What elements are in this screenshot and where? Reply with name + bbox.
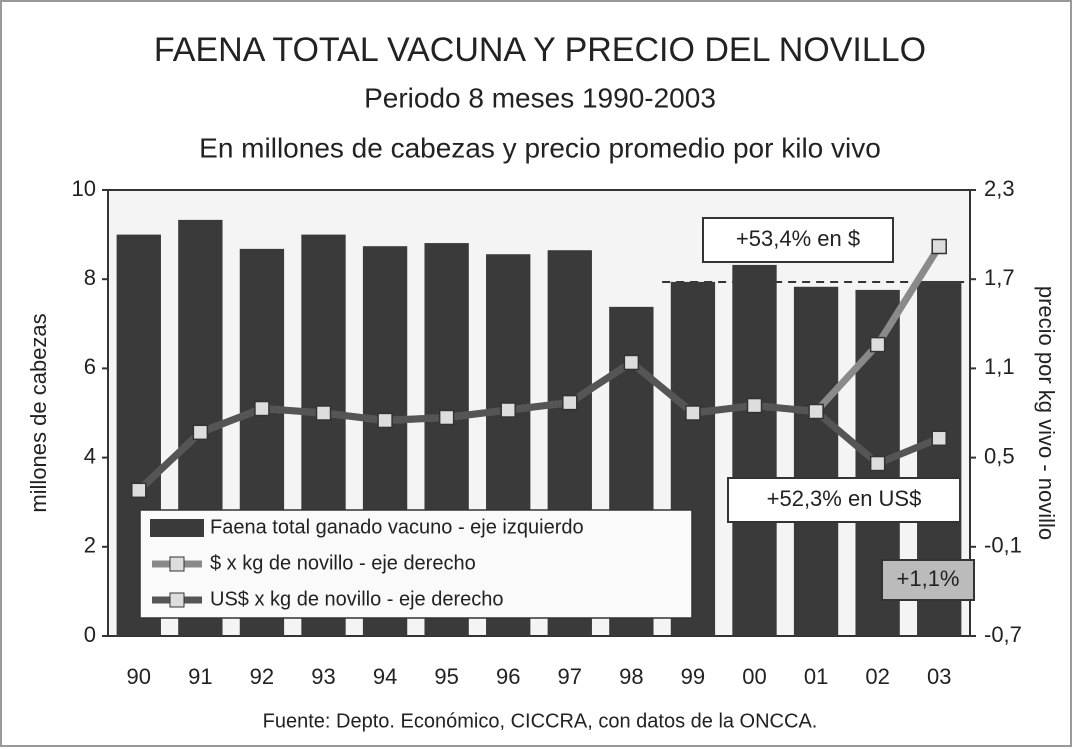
y-tick-label: 8 bbox=[84, 265, 96, 290]
x-tick-label: 95 bbox=[434, 664, 458, 689]
annotation-box bbox=[702, 217, 894, 263]
chart-title: FAENA TOTAL VACUNA Y PRECIO DEL NOVILLO bbox=[154, 31, 926, 69]
x-tick-label: 00 bbox=[742, 664, 766, 689]
x-tick-label: 91 bbox=[188, 664, 212, 689]
y-tick-label: 4 bbox=[84, 443, 96, 468]
x-tick-label: 93 bbox=[311, 664, 335, 689]
annotation: +52,3% en US$ bbox=[767, 486, 922, 511]
y-tick-label: 10 bbox=[72, 176, 96, 201]
y2-tick-label: 1,7 bbox=[984, 265, 1015, 290]
marker bbox=[254, 400, 270, 417]
marker bbox=[869, 336, 886, 353]
y2-tick-label: 0,5 bbox=[984, 443, 1015, 468]
y2-tick-label: -0,7 bbox=[984, 622, 1022, 647]
legend-label: US$ x kg de novillo - eje derecho bbox=[210, 588, 504, 610]
x-tick-label: 90 bbox=[127, 664, 151, 689]
y-axis-label: millones de cabezas bbox=[26, 313, 51, 512]
x-tick-label: 98 bbox=[619, 664, 643, 689]
marker bbox=[500, 402, 516, 418]
legend-label: $ x kg de novillo - eje derecho bbox=[210, 552, 476, 574]
legend-box bbox=[139, 509, 693, 619]
y2-axis-label: precio por kg vivo - novillo bbox=[1034, 286, 1059, 540]
x-tick-label: 01 bbox=[804, 664, 828, 689]
marker bbox=[931, 238, 947, 255]
line bbox=[136, 358, 941, 493]
legend-swatch bbox=[169, 592, 185, 608]
legend-label: Faena total ganado vacuno - eje izquierd… bbox=[210, 516, 584, 538]
marker bbox=[131, 482, 147, 499]
y2-tick-label: 1,1 bbox=[984, 354, 1015, 379]
annotation: +1,1% bbox=[897, 566, 960, 591]
bar bbox=[732, 264, 777, 636]
marker bbox=[869, 455, 886, 472]
marker bbox=[377, 412, 393, 429]
y-tick-label: 0 bbox=[84, 622, 96, 647]
y2-tick-label: -0,1 bbox=[984, 533, 1022, 558]
marker bbox=[931, 430, 947, 447]
x-tick-label: 99 bbox=[681, 664, 705, 689]
marker bbox=[438, 409, 455, 426]
chart-subtitle: Periodo 8 meses 1990-2003 bbox=[364, 82, 716, 113]
x-tick-label: 02 bbox=[865, 664, 889, 689]
x-tick-label: 97 bbox=[558, 664, 582, 689]
chart-subtitle: En millones de cabezas y precio promedio… bbox=[199, 132, 881, 163]
legend-swatch bbox=[150, 519, 204, 537]
legend-swatch bbox=[169, 556, 185, 572]
source: Fuente: Depto. Económico, CICCRA, con da… bbox=[263, 710, 818, 732]
annotation-box bbox=[881, 559, 975, 601]
marker bbox=[685, 405, 701, 421]
marker bbox=[808, 403, 824, 420]
annotation-box bbox=[727, 477, 961, 523]
marker bbox=[623, 354, 640, 371]
marker bbox=[315, 405, 332, 421]
marker bbox=[562, 394, 578, 411]
y-tick-label: 6 bbox=[84, 354, 96, 379]
x-tick-label: 94 bbox=[373, 664, 397, 689]
bar bbox=[793, 286, 839, 636]
y2-tick-label: 2,3 bbox=[984, 176, 1015, 201]
x-tick-label: 03 bbox=[927, 664, 951, 689]
annotation: +53,4% en $ bbox=[736, 226, 860, 251]
y-tick-label: 2 bbox=[84, 533, 96, 558]
x-tick-label: 92 bbox=[250, 664, 274, 689]
x-tick-label: 96 bbox=[496, 664, 520, 689]
marker bbox=[746, 397, 763, 414]
marker bbox=[192, 424, 209, 441]
